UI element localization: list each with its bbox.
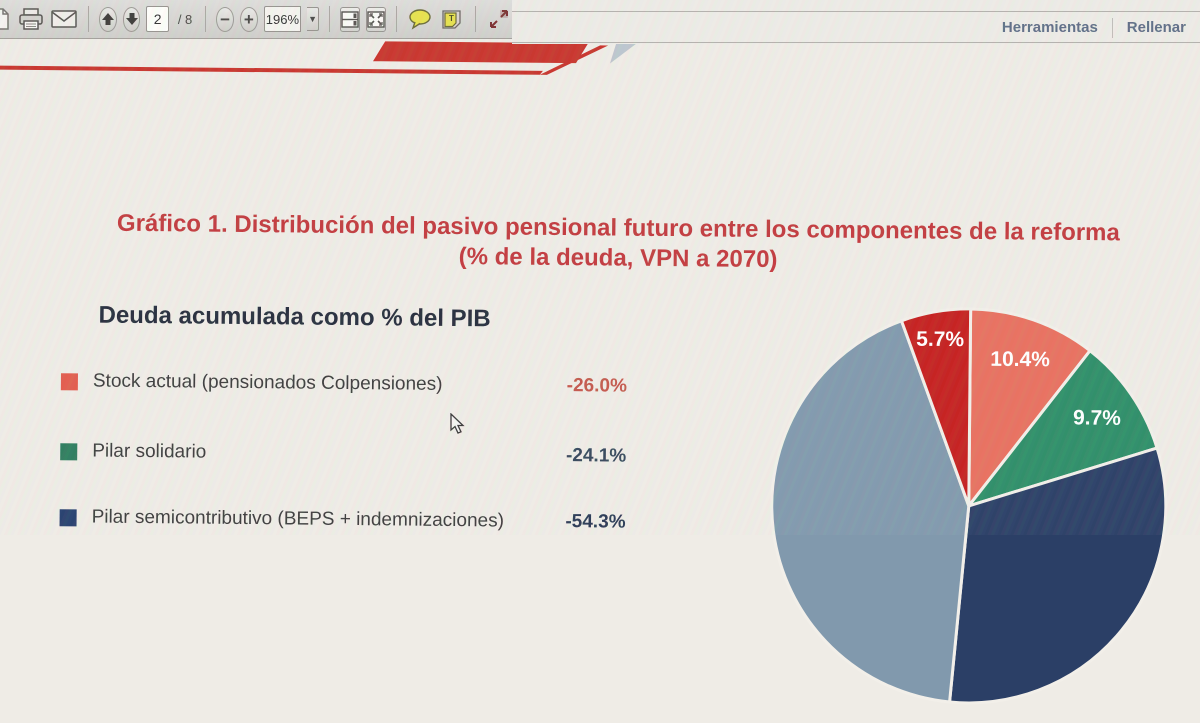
page-total-label: / 8	[177, 11, 193, 27]
chart-title: Gráfico 1. Distribución del pasivo pensi…	[38, 208, 1199, 279]
pie-chart: 10.4% 9.7% 5.7%	[770, 307, 1168, 705]
resize-arrows-icon[interactable]	[486, 6, 512, 32]
pie-slice-label: 10.4%	[990, 348, 1050, 372]
toolbar-icon-strip: 2 / 8 − + 196% ▼ T	[0, 0, 512, 39]
legend-label: Stock actual (pensionados Colpensiones)	[92, 370, 443, 395]
zoom-dropdown-icon[interactable]: ▼	[307, 7, 320, 31]
legend-swatch-red	[60, 372, 78, 390]
zoom-level-input[interactable]: 196%	[263, 6, 302, 32]
pie-slice	[967, 349, 1159, 508]
page-number-input[interactable]: 2	[146, 6, 169, 32]
pie-slice-label: 9.7%	[1073, 406, 1121, 429]
pie-slice-label: 5.7%	[916, 328, 964, 351]
zoom-in-icon[interactable]: +	[239, 6, 258, 32]
email-icon[interactable]	[50, 6, 78, 32]
legend-row-pilar-semicontributivo: Pilar semicontributivo (BEPS + indemniza…	[59, 506, 626, 533]
pdf-page: Gráfico 1. Distribución del pasivo pensi…	[0, 41, 1199, 705]
slide-red-banner	[0, 41, 637, 75]
tab-herramientas[interactable]: Herramientas	[1001, 19, 1098, 36]
pdf-toolbar: 2 / 8 − + 196% ▼ T Herramientas	[0, 0, 1200, 44]
pie-slice	[967, 307, 1092, 508]
pie-slice	[899, 307, 973, 508]
tab-separator	[1111, 17, 1113, 38]
zoom-out-icon[interactable]: −	[216, 6, 234, 32]
tab-rellenar[interactable]: Rellenar	[1126, 19, 1186, 36]
screenshot-root: { "toolbar": { "page_current": "2", "pag…	[0, 0, 1200, 705]
toolbar-tab-strip: Herramientas Rellenar	[512, 0, 1200, 44]
legend-label: Pilar semicontributivo (BEPS + indemniza…	[91, 506, 505, 532]
legend-value: -54.3%	[565, 511, 626, 533]
sticky-note-icon[interactable]: T	[439, 6, 465, 32]
toolbar-separator	[88, 6, 89, 32]
legend-swatch-green	[60, 442, 78, 460]
comment-bubble-icon[interactable]	[407, 6, 433, 32]
legend-value: -24.1%	[565, 445, 627, 467]
scroll-view-icon[interactable]	[340, 6, 361, 32]
chart-subtitle: Deuda acumulada como % del PIB	[98, 301, 491, 333]
toolbar-divider-line	[512, 42, 1200, 43]
legend-swatch-navy	[59, 508, 77, 526]
page-up-icon[interactable]	[99, 6, 117, 32]
toolbar-separator	[396, 6, 398, 32]
legend-row-pilar-solidario: Pilar solidario -24.1%	[60, 440, 626, 467]
legend-row-stock-actual: Stock actual (pensionados Colpensiones) …	[60, 370, 627, 397]
page-down-icon[interactable]	[122, 6, 141, 32]
legend-label: Pilar solidario	[92, 440, 207, 463]
page-icon[interactable]	[0, 6, 12, 32]
print-icon[interactable]	[18, 6, 44, 32]
mouse-cursor	[450, 413, 465, 434]
toolbar-separator	[329, 6, 331, 32]
toolbar-separator	[475, 6, 477, 32]
svg-text:T: T	[449, 14, 454, 23]
toolbar-separator	[205, 6, 207, 32]
pie-chart-container: 10.4% 9.7% 5.7%	[758, 294, 1190, 705]
toolbar-divider-line	[512, 11, 1200, 12]
legend-value: -26.0%	[566, 375, 627, 397]
fit-window-icon[interactable]	[366, 6, 387, 32]
